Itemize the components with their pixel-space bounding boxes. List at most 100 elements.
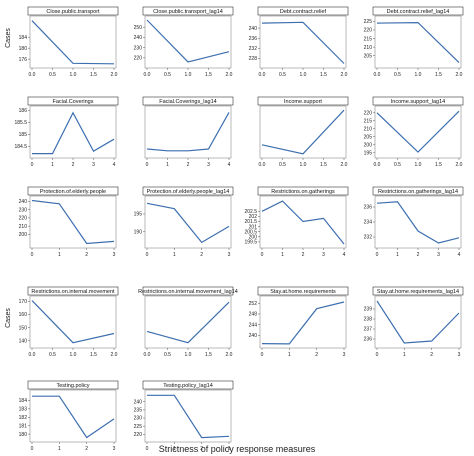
panel-title: Protection.of.elderly.people <box>40 189 106 195</box>
plot-area <box>144 195 232 249</box>
y-tick-label: 210 <box>364 45 373 51</box>
x-tick-label: 0.5 <box>394 162 401 168</box>
y-tick-label: 225 <box>364 19 373 25</box>
x-tick-label: 0.0 <box>29 352 36 358</box>
panel-title: Close.public.transport <box>46 9 100 15</box>
panel-title-box <box>257 286 349 296</box>
x-tick-label: 0.5 <box>49 72 56 78</box>
plot-area <box>374 195 462 249</box>
plot-area <box>144 389 232 443</box>
y-tick-label: 200 <box>364 143 373 149</box>
panel-title: Facial.Coverings_lag14 <box>159 99 216 105</box>
panel-4: Debt.contract.relief_lag14 0.0 0.5 1.0 1.5 2.… <box>364 6 464 78</box>
panel-title-box <box>142 380 234 390</box>
x-tick-label: 3 <box>228 446 231 452</box>
panel-title: Restrictions.on.internal.movement <box>31 289 115 295</box>
y-tick-label: 220 <box>364 28 373 34</box>
panel-title: Debt.contract.relief_lag14 <box>387 9 450 15</box>
panel-title-box <box>27 380 119 390</box>
x-tick-label: 0 <box>146 162 149 168</box>
y-tick-label: 248 <box>249 312 258 318</box>
x-tick-label: 1.5 <box>435 72 442 78</box>
panel-16: Stay.at.home.requirements_lag14 0 1 2 3 236 23… <box>364 286 464 358</box>
y-tick-label: 201 <box>249 224 258 230</box>
y-tick-label: 150 <box>19 325 28 331</box>
x-tick-label: 1.5 <box>90 352 97 358</box>
x-tick-label: 1 <box>281 252 284 258</box>
y-tick-label: 236 <box>249 36 258 42</box>
y-tick-label: 195 <box>134 212 143 218</box>
panel-title: Close.public.transport_lag14 <box>153 9 223 15</box>
x-tick-label: 1 <box>58 252 61 258</box>
x-tick-label: 4 <box>113 162 116 168</box>
y-tick-label: 237 <box>364 327 373 333</box>
x-tick-label: 1.5 <box>205 72 212 78</box>
x-tick-label: 0 <box>261 352 264 358</box>
x-tick-label: 0.0 <box>29 72 36 78</box>
y-tick-label: 160 <box>19 312 28 318</box>
y-tick-label: 220 <box>134 56 143 62</box>
series-line <box>376 21 460 64</box>
x-tick-label: 4 <box>228 162 231 168</box>
y-tick-label: 250 <box>134 25 143 31</box>
y-tick-label: 205 <box>364 53 373 59</box>
y-tick-label: 220 <box>364 111 373 117</box>
y-tick-label: 210 <box>364 127 373 133</box>
x-tick-label: 1 <box>288 352 291 358</box>
y-tick-label: 240 <box>19 199 28 205</box>
y-tick-label: 240 <box>134 399 143 405</box>
x-tick-label: 1 <box>403 352 406 358</box>
y-tick-label: 195 <box>364 151 373 157</box>
series-line <box>376 110 460 153</box>
y-tick-label: 183 <box>19 407 28 413</box>
y-tick-label: 228 <box>249 56 258 62</box>
x-tick-label: 0.0 <box>259 72 266 78</box>
series-line <box>261 200 345 245</box>
x-tick-label: 0.5 <box>49 352 56 358</box>
x-tick-label: 0 <box>31 446 34 452</box>
x-tick-label: 1.0 <box>300 162 307 168</box>
y-tick-label: 236 <box>364 205 373 211</box>
x-tick-label: 1 <box>173 252 176 258</box>
x-tick-label: 0.0 <box>259 162 266 168</box>
y-tick-label: 185 <box>19 132 28 138</box>
panel-title-box <box>372 96 464 106</box>
y-tick-label: 230 <box>134 416 143 422</box>
panel-title-box <box>257 186 349 196</box>
series-line <box>146 301 230 344</box>
x-tick-label: 2.0 <box>456 162 463 168</box>
panel-15: Stay.at.home.requirements 0 1 2 3 240 244 248 25… <box>249 286 349 358</box>
series-line <box>31 20 115 65</box>
y-tick-label: 220 <box>134 432 143 438</box>
x-tick-label: 2 <box>85 446 88 452</box>
panel-title-box <box>257 96 349 106</box>
panel-2: Close.public.transport_lag14 0.0 0.5 1.0 1.5… <box>134 6 234 78</box>
panel-title-box <box>27 186 119 196</box>
x-tick-label: 2.0 <box>226 72 233 78</box>
panels: Close.public.transport 0.0 0.5 1.0 1.5 2.0 176… <box>14 6 464 452</box>
panel-14: Restrictions.on.internal.movement_lag14 0… <box>138 286 238 358</box>
y-tick-label: 184 <box>19 35 28 41</box>
x-tick-label: 2 <box>200 252 203 258</box>
x-tick-label: 1 <box>58 446 61 452</box>
x-tick-label: 0.0 <box>374 162 381 168</box>
panel-title-box <box>142 6 234 16</box>
x-tick-label: 3 <box>458 352 461 358</box>
x-tick-label: 0 <box>31 162 34 168</box>
plot-area <box>29 15 117 69</box>
x-tick-label: 1.5 <box>320 162 327 168</box>
x-axis-label: Strictness of policy response measures <box>159 444 316 454</box>
plot-area <box>374 295 462 349</box>
series-line <box>146 19 230 63</box>
y-tick-label: 184 <box>19 398 28 404</box>
x-tick-label: 1 <box>51 162 54 168</box>
y-tick-label: 199.5 <box>244 240 257 246</box>
x-tick-label: 3 <box>113 252 116 258</box>
y-tick-label: 240 <box>249 26 258 32</box>
panel-title-box <box>27 286 119 296</box>
x-tick-label: 0.0 <box>144 352 151 358</box>
x-tick-label: 0.5 <box>164 72 171 78</box>
plot-area <box>374 105 462 159</box>
plot-area <box>374 15 462 69</box>
